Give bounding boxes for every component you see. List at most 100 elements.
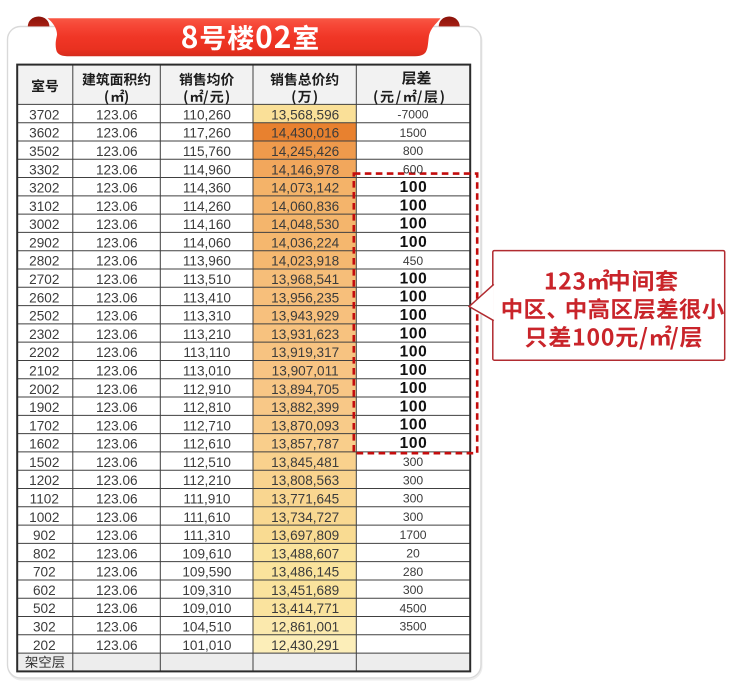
svg-text:2502: 2502 — [29, 309, 59, 324]
svg-text:202: 202 — [33, 638, 56, 653]
svg-text:123.06: 123.06 — [96, 217, 138, 232]
svg-text:100: 100 — [400, 417, 428, 434]
svg-text:123.06: 123.06 — [96, 601, 138, 616]
svg-text:13,414,771: 13,414,771 — [271, 601, 339, 616]
svg-text:14,146,978: 14,146,978 — [271, 162, 339, 177]
svg-text:300: 300 — [403, 510, 424, 524]
svg-text:123.06: 123.06 — [96, 565, 138, 580]
svg-text:100: 100 — [400, 234, 428, 251]
svg-text:300: 300 — [403, 492, 424, 506]
svg-text:113,210: 113,210 — [183, 327, 232, 342]
svg-text:109,310: 109,310 — [182, 583, 232, 598]
svg-text:123.06: 123.06 — [96, 327, 138, 342]
svg-text:114,060: 114,060 — [183, 235, 232, 250]
svg-text:101,010: 101,010 — [182, 638, 232, 653]
svg-text:123.06: 123.06 — [96, 583, 138, 598]
svg-text:2302: 2302 — [29, 327, 59, 342]
svg-text:123.06: 123.06 — [96, 638, 138, 653]
svg-text:112,510: 112,510 — [183, 455, 232, 470]
svg-text:114,960: 114,960 — [183, 162, 232, 177]
svg-text:13,919,317: 13,919,317 — [271, 345, 339, 360]
svg-text:13,943,929: 13,943,929 — [271, 309, 339, 324]
svg-text:100: 100 — [400, 362, 428, 379]
svg-text:123.06: 123.06 — [96, 126, 138, 141]
svg-text:123.06: 123.06 — [96, 473, 138, 488]
svg-text:14,048,530: 14,048,530 — [271, 217, 339, 232]
svg-text:100: 100 — [400, 216, 428, 233]
svg-text:100: 100 — [400, 270, 428, 287]
svg-text:3302: 3302 — [29, 162, 59, 177]
svg-text:13,808,563: 13,808,563 — [271, 473, 339, 488]
svg-text:111,910: 111,910 — [183, 491, 231, 506]
svg-text:13,870,093: 13,870,093 — [271, 418, 339, 433]
svg-text:2102: 2102 — [29, 363, 59, 378]
svg-text:123.06: 123.06 — [96, 345, 138, 360]
svg-text:3202: 3202 — [29, 181, 59, 196]
svg-text:13,697,809: 13,697,809 — [271, 528, 339, 543]
svg-text:20: 20 — [406, 546, 420, 560]
svg-text:123.06: 123.06 — [96, 254, 138, 269]
svg-text:-7000: -7000 — [397, 107, 428, 121]
svg-text:112,210: 112,210 — [183, 473, 232, 488]
svg-text:112,610: 112,610 — [183, 437, 232, 452]
svg-text:1702: 1702 — [29, 418, 59, 433]
svg-text:2702: 2702 — [29, 272, 59, 287]
svg-text:13,956,235: 13,956,235 — [271, 290, 339, 305]
svg-text:110,260: 110,260 — [183, 107, 232, 122]
svg-text:12,861,001: 12,861,001 — [271, 620, 339, 635]
svg-text:123.06: 123.06 — [96, 418, 138, 433]
svg-text:2902: 2902 — [29, 235, 59, 250]
svg-text:112,810: 112,810 — [183, 400, 232, 415]
svg-text:112,910: 112,910 — [183, 382, 232, 397]
svg-text:302: 302 — [33, 620, 56, 635]
svg-text:13,882,399: 13,882,399 — [271, 400, 339, 415]
svg-text:123.06: 123.06 — [96, 107, 138, 122]
svg-text:1202: 1202 — [29, 473, 59, 488]
svg-text:1102: 1102 — [30, 491, 59, 506]
svg-text:3102: 3102 — [29, 199, 59, 214]
svg-text:13,486,145: 13,486,145 — [271, 565, 339, 580]
svg-text:13,451,689: 13,451,689 — [271, 583, 339, 598]
svg-text:502: 502 — [33, 601, 56, 616]
svg-text:104,510: 104,510 — [182, 620, 232, 635]
svg-text:113,510: 113,510 — [183, 272, 232, 287]
svg-text:3002: 3002 — [29, 217, 59, 232]
svg-text:109,010: 109,010 — [182, 601, 232, 616]
svg-text:111,610: 111,610 — [183, 510, 231, 525]
svg-text:113,310: 113,310 — [183, 309, 232, 324]
svg-text:13,771,645: 13,771,645 — [271, 491, 339, 506]
svg-text:13,845,481: 13,845,481 — [271, 455, 339, 470]
svg-text:4500: 4500 — [399, 601, 426, 615]
svg-text:902: 902 — [33, 528, 56, 543]
svg-text:13,931,623: 13,931,623 — [271, 327, 339, 342]
svg-text:123.06: 123.06 — [96, 620, 138, 635]
svg-text:14,245,426: 14,245,426 — [271, 144, 339, 159]
svg-text:1002: 1002 — [29, 510, 59, 525]
svg-text:123.06: 123.06 — [96, 437, 138, 452]
svg-text:600: 600 — [403, 162, 424, 176]
svg-text:123.06: 123.06 — [96, 491, 138, 506]
svg-text:14,430,016: 14,430,016 — [271, 126, 339, 141]
svg-text:117,260: 117,260 — [183, 126, 232, 141]
svg-text:1500: 1500 — [399, 126, 426, 140]
svg-text:13,488,607: 13,488,607 — [271, 546, 339, 561]
svg-text:123.06: 123.06 — [96, 400, 138, 415]
svg-text:123.06: 123.06 — [96, 510, 138, 525]
svg-text:123.06: 123.06 — [96, 199, 138, 214]
svg-text:123.06: 123.06 — [96, 272, 138, 287]
svg-text:300: 300 — [403, 583, 424, 597]
svg-text:100: 100 — [400, 325, 428, 342]
svg-text:100: 100 — [400, 307, 428, 324]
svg-text:12,430,291: 12,430,291 — [271, 638, 339, 653]
svg-text:300: 300 — [403, 473, 424, 487]
svg-text:1602: 1602 — [29, 437, 59, 452]
svg-text:114,260: 114,260 — [183, 199, 232, 214]
svg-text:123.06: 123.06 — [96, 528, 138, 543]
svg-text:14,023,918: 14,023,918 — [271, 254, 339, 269]
svg-text:109,610: 109,610 — [182, 546, 232, 561]
svg-text:113,010: 113,010 — [183, 363, 232, 378]
svg-text:123.06: 123.06 — [96, 144, 138, 159]
svg-text:123.06: 123.06 — [96, 181, 138, 196]
svg-text:2002: 2002 — [29, 382, 59, 397]
svg-text:115,760: 115,760 — [183, 144, 232, 159]
